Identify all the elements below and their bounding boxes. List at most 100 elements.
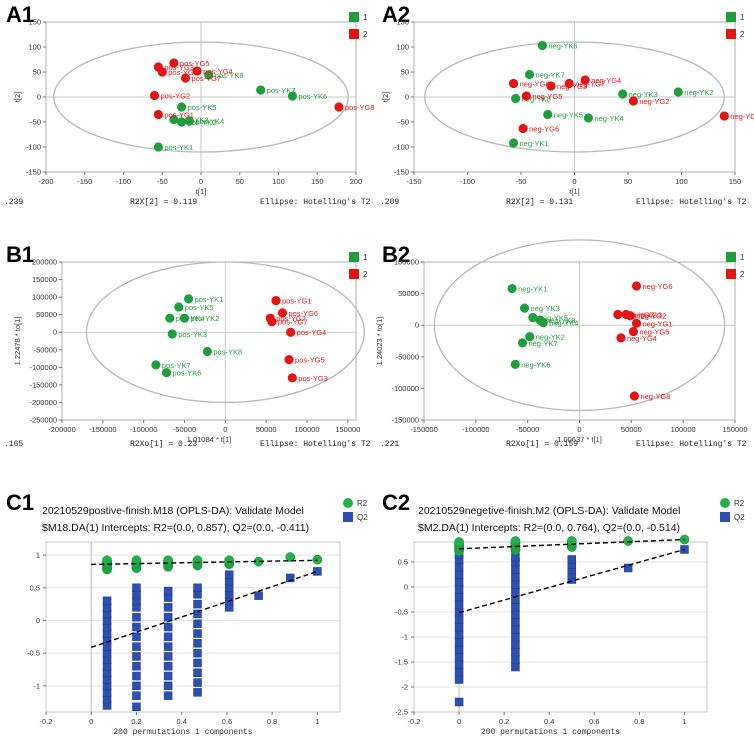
panel-label: A1	[6, 2, 34, 27]
point-label: neg-YG5	[532, 92, 562, 101]
data-point-pos-yg4	[192, 66, 202, 76]
chart-title-line1: 20210529negetive-finish.M2 (OPLS-DA): Va…	[418, 505, 680, 517]
data-point-pos-yg7	[180, 73, 191, 83]
q2-point	[193, 609, 202, 619]
q2-point	[511, 610, 520, 619]
q2-point	[454, 630, 464, 639]
point-label: neg-YK1	[520, 139, 549, 148]
point-label: pos-YG3	[164, 63, 194, 72]
legend-swatch-q2	[343, 512, 353, 522]
y-tick-label: 50	[401, 68, 409, 77]
data-point-neg-yk6	[537, 40, 548, 51]
point-label: neg-YK7	[528, 339, 557, 348]
q2-point	[511, 565, 520, 574]
data-point-pos-yg7	[267, 317, 277, 327]
r2-point	[285, 552, 296, 562]
legend-label-r2: R2	[734, 499, 745, 508]
x-tick-label: 1	[315, 717, 319, 726]
data-point-neg-yg8	[508, 78, 519, 89]
point-label: pos-YK7	[267, 86, 296, 95]
point-label: neg-YG7	[575, 80, 605, 89]
legend-label-1: 1	[740, 13, 745, 22]
q2-point	[132, 671, 141, 681]
plot-area-frame	[413, 541, 708, 713]
panel-b2: B2-150000 -100000 -50000 0 50000 100000 150000…	[375, 239, 748, 449]
y-tick-label: -50000	[34, 345, 57, 354]
legend-label-q2: Q2	[357, 513, 368, 522]
q2-point	[193, 678, 202, 687]
x-tick-label: 0.6	[222, 717, 232, 726]
q2-point	[163, 632, 173, 642]
x-tick-label: 50000	[256, 425, 277, 434]
y-tick-label: 0	[405, 93, 409, 102]
footer-left: .165	[4, 440, 23, 449]
point-label: pos-YG8	[345, 103, 375, 112]
point-label: pos-YK2	[191, 314, 220, 323]
x-tick-label: 50	[624, 177, 632, 186]
y-tick-label: -100000	[391, 384, 419, 393]
x-tick-label: 1	[682, 717, 686, 726]
legend-swatch-r2	[720, 498, 730, 508]
q2-point	[132, 691, 141, 700]
x-tick-label: -50000	[516, 425, 539, 434]
q2-point	[623, 563, 633, 573]
point-label: pos-YK4	[176, 314, 205, 323]
point-label: pos-YG2	[276, 314, 306, 323]
q2-point	[454, 570, 464, 579]
data-point-pos-yk7	[151, 360, 161, 370]
q2-point	[285, 573, 295, 583]
point-label: neg-YG4	[627, 334, 657, 343]
point-label: neg-YK6	[521, 360, 550, 369]
x-tick-label: 0.2	[499, 717, 509, 726]
legend-label-r2: R2	[357, 499, 368, 508]
q2-point	[511, 602, 520, 612]
q2-point	[193, 648, 202, 658]
y-tick-label: 200000	[32, 258, 57, 267]
x-tick-label: 100	[675, 177, 688, 186]
point-label: pos-YG6	[289, 309, 319, 318]
q2-point	[511, 655, 520, 664]
point-label: pos-YK6	[173, 369, 202, 378]
x-tick-label: 200	[350, 177, 363, 186]
r2-point	[566, 536, 577, 546]
q2-point	[511, 632, 520, 642]
panel-a1: A1-200 -150 -100 -50 0 50 100 150 200-150-100-50…	[4, 2, 375, 207]
q2-point	[132, 652, 141, 661]
y-tick-label: -150	[394, 168, 409, 177]
data-point-neg-yg4	[580, 75, 590, 85]
x-tick-label: -50	[157, 177, 168, 186]
y-tick-label: 50000	[398, 289, 419, 298]
q2-point	[193, 619, 202, 628]
data-point-pos-yg3	[287, 373, 297, 383]
q2-point	[193, 668, 202, 678]
legend-label-2: 2	[363, 30, 368, 39]
data-point-pos-yk6	[287, 91, 298, 101]
chart-title-line2: $M2.DA(1) Intercepts: R2=(0.0, 0.764), Q…	[418, 522, 680, 534]
x-tick-label: -100	[460, 177, 475, 186]
footer-center: R2Xo[1] = 0.23	[130, 440, 197, 449]
y-tick-label: -250000	[29, 416, 57, 425]
x-tick-label: 0	[572, 177, 576, 186]
q2-point	[132, 632, 141, 642]
point-label: neg-YK3	[629, 90, 658, 99]
data-point-neg-yg1	[631, 318, 642, 328]
x-tick-label: -150000	[410, 425, 438, 434]
q2-point	[163, 661, 173, 671]
data-point-pos-yk2	[177, 117, 187, 127]
x-axis-label: 200 permutations 1 components	[113, 728, 252, 737]
legend-label-q2: Q2	[734, 513, 745, 522]
point-label: neg-YK4	[594, 114, 623, 123]
data-point-pos-yk4	[165, 313, 175, 323]
x-axis-label: 1.01084 * t[1]	[187, 435, 232, 444]
point-label: neg-YG4	[591, 76, 621, 85]
q2-point	[454, 660, 464, 669]
x-tick-label: -100000	[462, 425, 490, 434]
data-point-neg-yk8	[511, 93, 521, 104]
data-point-neg-yg1	[719, 111, 729, 121]
x-axis-label: 200 permutations 1 components	[481, 728, 620, 737]
legend-label-2: 2	[740, 270, 745, 279]
x-tick-label: 0	[89, 717, 93, 726]
y-tick-label: -100	[26, 143, 41, 152]
x-tick-label: -200000	[48, 425, 76, 434]
y-tick-label: -100	[394, 143, 409, 152]
